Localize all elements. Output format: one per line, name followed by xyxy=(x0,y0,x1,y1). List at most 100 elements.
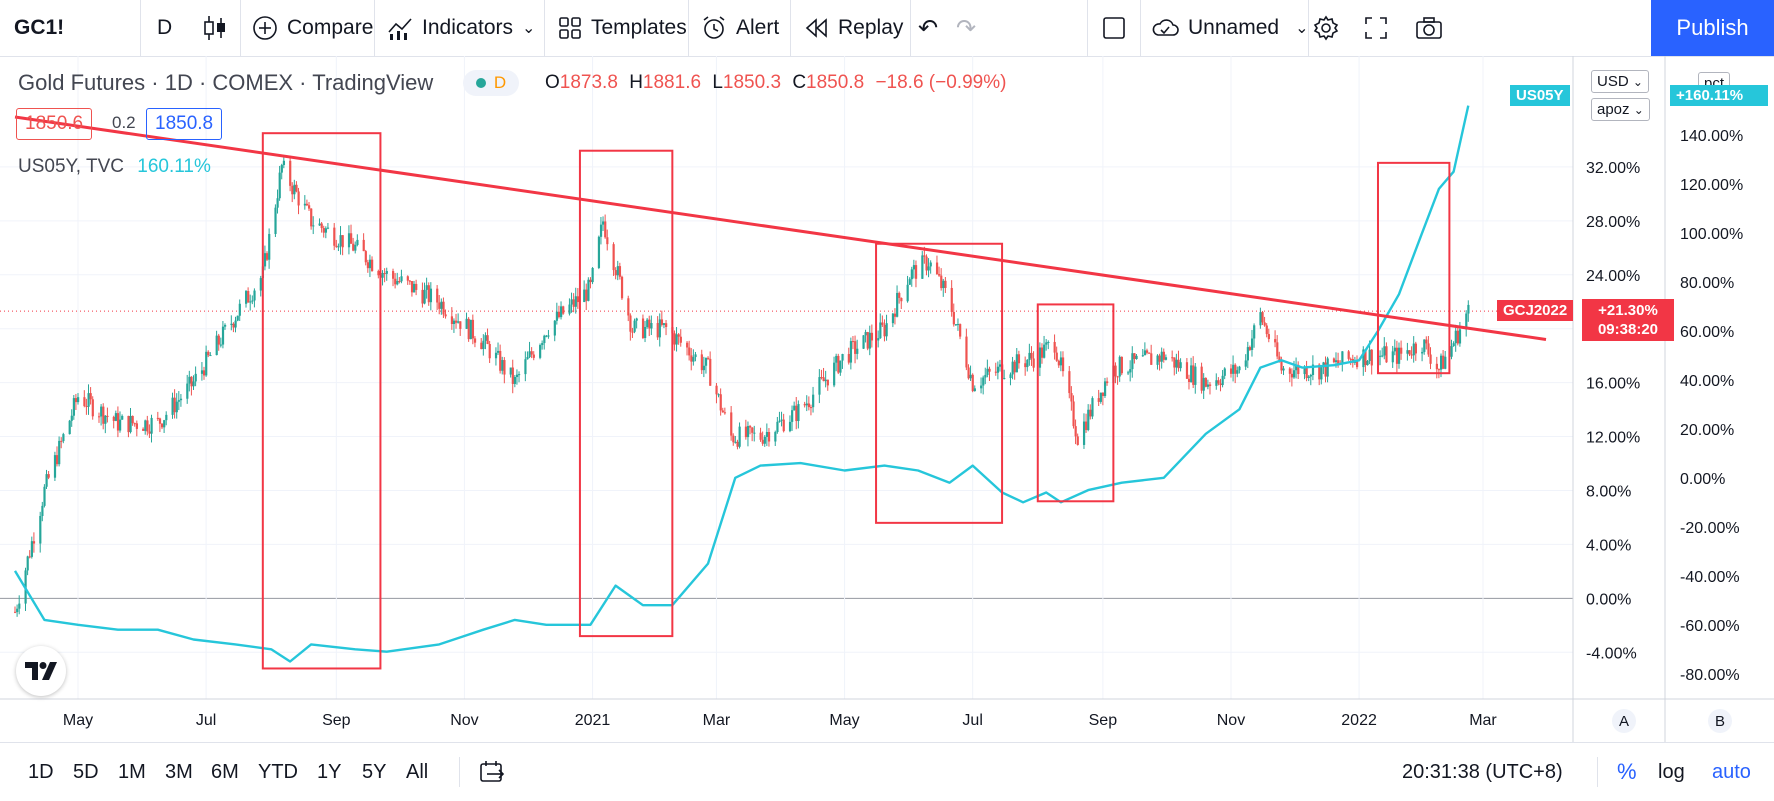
candle-body xyxy=(408,280,412,282)
range-button-1m[interactable]: 1M xyxy=(118,743,146,801)
chart-type-button[interactable] xyxy=(202,0,228,56)
candle-body xyxy=(677,334,680,337)
layout-button[interactable]: Unnamed ⌄ xyxy=(1150,0,1308,56)
range-button-1y[interactable]: 1Y xyxy=(317,743,341,801)
candle-body xyxy=(207,351,210,356)
candle-body xyxy=(234,320,237,328)
candle-body xyxy=(604,221,607,238)
range-button-6m[interactable]: 6M xyxy=(211,743,239,801)
candle-body xyxy=(91,399,94,417)
candle-body xyxy=(555,311,559,321)
range-button-3m[interactable]: 3M xyxy=(165,743,193,801)
tradingview-logo[interactable] xyxy=(16,646,66,696)
candle-body xyxy=(809,407,813,409)
indicators-dropdown-button[interactable]: ⌄ xyxy=(522,0,535,56)
settings-button[interactable] xyxy=(1312,0,1340,56)
candle-body xyxy=(171,397,174,415)
chart-legend: Gold Futures · 1D · COMEX · TradingView xyxy=(18,70,433,96)
candle-body xyxy=(142,428,145,431)
right-axis-button[interactable]: B xyxy=(1708,709,1732,733)
unit-select[interactable]: apoz ⌄ xyxy=(1591,98,1650,121)
currency-select[interactable]: USD ⌄ xyxy=(1591,70,1649,93)
candle-body xyxy=(572,299,575,307)
candle-body xyxy=(532,354,535,358)
range-button-all[interactable]: All xyxy=(406,743,428,801)
candle-body xyxy=(119,419,122,431)
right-axis-tick-label: 0.00% xyxy=(1680,471,1725,488)
candle-body xyxy=(89,393,92,400)
candle-body xyxy=(763,436,766,444)
candle-body xyxy=(442,301,445,315)
candle-body xyxy=(297,191,300,206)
candle-body xyxy=(1423,339,1426,352)
candle-body xyxy=(759,432,762,440)
candle-body xyxy=(635,318,638,321)
candle-body xyxy=(984,374,987,378)
symbol-search-button[interactable]: GC1! xyxy=(14,0,64,56)
indicators-button[interactable]: Indicators xyxy=(386,0,513,56)
candle-body xyxy=(560,306,563,318)
candle-body xyxy=(1089,409,1092,417)
candle-body xyxy=(1011,361,1014,375)
candle-body xyxy=(633,320,636,332)
candle-body xyxy=(499,350,502,371)
log-scale-toggle[interactable]: log xyxy=(1658,743,1685,801)
candle-body xyxy=(1173,357,1176,368)
range-button-5d[interactable]: 5D xyxy=(73,743,99,801)
timeframe-badge[interactable]: D xyxy=(463,70,519,96)
right-axis-tick-label: -80.00% xyxy=(1680,667,1740,684)
time-axis-tick-label: Mar xyxy=(1469,712,1497,729)
alert-button[interactable]: Alert xyxy=(700,0,779,56)
candle-body xyxy=(719,394,722,411)
candle-body xyxy=(245,291,248,304)
range-button-5y[interactable]: 5Y xyxy=(362,743,386,801)
candle-body xyxy=(205,351,208,376)
undo-button[interactable]: ↶ xyxy=(918,0,938,56)
clock-display[interactable]: 20:31:38 (UTC+8) xyxy=(1402,743,1563,801)
candle-body xyxy=(1290,373,1294,378)
candle-body xyxy=(423,289,426,304)
replay-button[interactable]: Replay xyxy=(804,0,903,56)
left-axis-button[interactable]: A xyxy=(1612,709,1636,733)
bid-price-button[interactable]: 1850.6 xyxy=(16,108,93,140)
candle-body xyxy=(364,251,367,263)
fullscreen-toggle-button[interactable] xyxy=(1101,0,1127,56)
range-button-ytd[interactable]: YTD xyxy=(258,743,298,801)
candle-body xyxy=(965,336,968,368)
compare-button[interactable]: Compare xyxy=(251,0,373,56)
goto-date-button[interactable] xyxy=(478,743,506,801)
interval-button[interactable]: D xyxy=(157,0,172,56)
candle-body xyxy=(1261,312,1264,323)
range-button-1d[interactable]: 1D xyxy=(28,743,54,801)
chart-canvas[interactable]: 32.00% 28.00% 24.00% 20.00% 16.00% 12.00% 8.00… xyxy=(0,56,1774,742)
candle-body xyxy=(1208,384,1212,386)
candle-body xyxy=(486,335,489,344)
fullscreen-button[interactable] xyxy=(1363,0,1389,56)
right-axis-tick-label: -60.00% xyxy=(1680,618,1740,635)
candle-body xyxy=(1318,364,1321,380)
candle-body xyxy=(620,276,624,299)
candle-body xyxy=(129,415,132,433)
candle-body xyxy=(513,377,517,384)
redo-button[interactable]: ↷ xyxy=(956,0,976,56)
candle-body xyxy=(335,245,338,247)
candle-body xyxy=(896,292,899,317)
templates-button[interactable]: Templates xyxy=(557,0,687,56)
candle-body xyxy=(219,344,223,346)
ask-price-button[interactable]: 1850.8 xyxy=(146,108,223,140)
candle-body xyxy=(662,323,666,325)
candle-body xyxy=(793,405,796,411)
candle-body xyxy=(114,413,118,421)
us05y-series-line xyxy=(13,105,1470,663)
auto-scale-toggle[interactable]: auto xyxy=(1712,743,1751,801)
candle-body xyxy=(1282,368,1285,371)
candle-body xyxy=(1232,364,1235,374)
candle-body xyxy=(30,541,34,557)
candle-body xyxy=(562,306,565,314)
candle-body xyxy=(847,353,850,363)
candle-body xyxy=(694,354,697,358)
publish-button[interactable]: Publish xyxy=(1651,0,1774,56)
percent-scale-toggle[interactable]: % xyxy=(1617,743,1637,801)
snapshot-button[interactable] xyxy=(1414,0,1444,56)
candle-body xyxy=(1068,371,1071,394)
